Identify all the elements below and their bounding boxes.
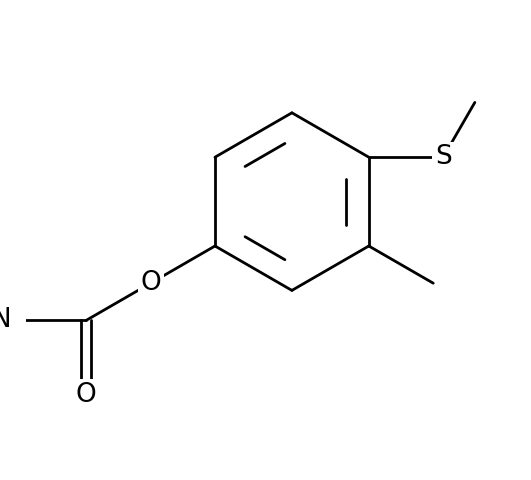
Text: O: O <box>140 270 161 296</box>
Text: S: S <box>435 144 451 170</box>
Text: HN: HN <box>0 307 12 334</box>
Text: O: O <box>76 382 97 408</box>
